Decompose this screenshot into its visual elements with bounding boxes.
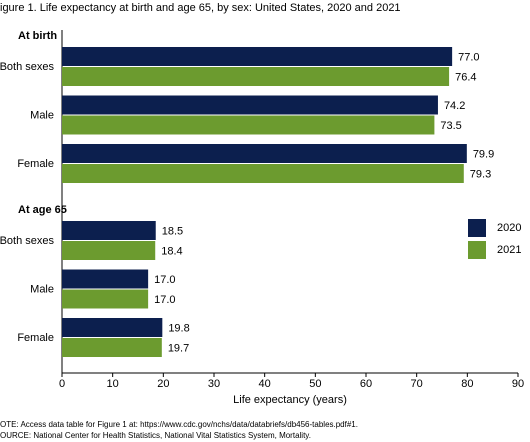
x-tick-label: 40 bbox=[259, 378, 271, 390]
group-label: At birth bbox=[18, 30, 57, 42]
y-tick-label: Both sexes bbox=[0, 235, 54, 247]
value-label: 79.3 bbox=[470, 168, 491, 180]
bar bbox=[62, 67, 450, 86]
legend-swatch bbox=[468, 219, 486, 237]
bar bbox=[62, 318, 163, 337]
x-tick-label: 60 bbox=[360, 378, 372, 390]
chart-title: igure 1. Life expectancy at birth and ag… bbox=[0, 2, 401, 14]
x-tick-label: 50 bbox=[309, 378, 321, 390]
bar bbox=[62, 289, 149, 309]
legend-label: 2020 bbox=[497, 222, 521, 234]
y-tick-label: Female bbox=[17, 332, 54, 344]
x-axis-title: Life expectancy (years) bbox=[233, 394, 347, 406]
bar bbox=[62, 47, 453, 66]
value-label: 76.4 bbox=[455, 71, 476, 83]
x-tick-label: 90 bbox=[512, 378, 524, 390]
y-tick-label: Male bbox=[30, 283, 54, 295]
y-tick-label: Female bbox=[17, 158, 54, 170]
x-tick-label: 30 bbox=[208, 378, 220, 390]
value-label: 18.5 bbox=[162, 225, 183, 237]
value-label: 19.7 bbox=[168, 342, 189, 354]
x-tick-label: 70 bbox=[411, 378, 423, 390]
value-label: 73.5 bbox=[440, 120, 461, 132]
value-label: 74.2 bbox=[444, 100, 465, 112]
bar bbox=[62, 269, 149, 289]
bar bbox=[62, 241, 156, 260]
legend-swatch bbox=[468, 241, 486, 259]
bar bbox=[62, 338, 162, 357]
value-label: 17.0 bbox=[154, 274, 175, 286]
x-tick-label: 80 bbox=[461, 378, 473, 390]
bar bbox=[62, 164, 464, 183]
bar bbox=[62, 144, 467, 163]
x-tick-label: 10 bbox=[107, 378, 119, 390]
bar bbox=[62, 95, 438, 115]
x-tick-label: 0 bbox=[59, 378, 65, 390]
note: OTE: Access data table for Figure 1 at: … bbox=[0, 420, 358, 429]
legend-label: 2021 bbox=[497, 244, 521, 256]
note: OURCE: National Center for Health Statis… bbox=[0, 431, 311, 440]
value-label: 17.0 bbox=[154, 294, 175, 306]
bar bbox=[62, 221, 156, 240]
value-label: 79.9 bbox=[473, 148, 494, 160]
bar bbox=[62, 115, 435, 135]
y-tick-label: Both sexes bbox=[0, 61, 54, 73]
group-label: At age 65 bbox=[18, 204, 67, 216]
value-label: 18.4 bbox=[161, 245, 182, 257]
value-label: 77.0 bbox=[458, 51, 479, 63]
x-tick-label: 20 bbox=[157, 378, 169, 390]
value-label: 19.8 bbox=[168, 322, 189, 334]
y-tick-label: Male bbox=[30, 109, 54, 121]
